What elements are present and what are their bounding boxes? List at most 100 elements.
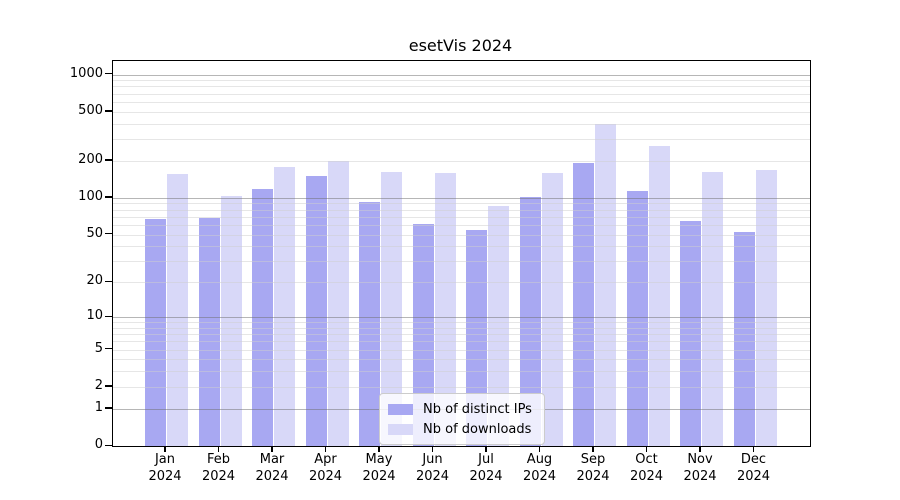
bar-nb-of-distinct-ips-feb <box>198 218 220 446</box>
y-tick-label-1000: 1000 <box>69 65 103 81</box>
gridline-minor-600 <box>113 101 810 103</box>
bar-nb-of-downloads-sep <box>595 123 616 446</box>
gridline-minor-40 <box>113 246 810 248</box>
x-tick-label-jun: Jun 2024 <box>415 452 450 484</box>
y-tick-mark-500 <box>105 110 112 112</box>
gridline-major-100 <box>113 197 810 199</box>
legend-label-downloads: Nb of downloads <box>423 421 532 437</box>
bar-nb-of-distinct-ips-apr <box>305 176 327 446</box>
gridline-minor-9 <box>113 322 810 324</box>
gridline-minor-5 <box>113 349 810 351</box>
gridline-minor-500 <box>113 111 810 113</box>
bar-nb-of-downloads-mar <box>274 167 295 446</box>
y-tick-label-2: 2 <box>94 377 103 393</box>
y-tick-mark-20 <box>105 280 112 283</box>
y-tick-mark-5 <box>105 348 112 350</box>
x-tick-mark-jun <box>431 446 434 452</box>
x-tick-label-nov: Nov 2024 <box>683 452 717 484</box>
bar-nb-of-distinct-ips-jan <box>145 219 166 446</box>
gridline-major-10 <box>113 317 810 319</box>
x-tick-label-apr: Apr 2024 <box>308 452 343 484</box>
bar-nb-of-downloads-aug <box>541 172 563 446</box>
legend-entry-downloads: Nb of downloads <box>388 419 536 439</box>
gridline-minor-8 <box>113 327 810 329</box>
bar-nb-of-distinct-ips-oct <box>626 190 648 446</box>
x-tick-mark-jan <box>164 446 166 452</box>
y-tick-mark-1 <box>105 407 112 409</box>
y-tick-mark-200 <box>105 159 112 161</box>
x-tick-mark-mar <box>271 446 273 452</box>
gridline-minor-90 <box>113 203 810 205</box>
gridline-minor-200 <box>113 160 810 162</box>
bar-nb-of-downloads-oct <box>648 146 670 446</box>
bar-nb-of-distinct-ips-sep <box>573 163 594 446</box>
bar-nb-of-distinct-ips-nov <box>680 220 701 446</box>
y-tick-label-50: 50 <box>86 225 103 241</box>
y-tick-mark-1000 <box>105 73 112 75</box>
gridline-minor-800 <box>113 86 810 88</box>
y-tick-label-5: 5 <box>94 340 103 356</box>
bar-nb-of-downloads-nov <box>702 172 723 446</box>
x-tick-mark-oct <box>645 446 648 452</box>
legend: Nb of distinct IPs Nb of downloads <box>379 393 545 445</box>
x-tick-mark-sep <box>592 446 594 452</box>
y-tick-label-500: 500 <box>78 102 103 118</box>
bar-nb-of-downloads-jul <box>488 205 509 446</box>
x-tick-label-sep: Sep 2024 <box>576 452 610 484</box>
gridline-minor-900 <box>113 80 810 82</box>
y-tick-label-20: 20 <box>86 273 103 289</box>
bar-nb-of-distinct-ips-may <box>359 202 380 446</box>
gridline-minor-3 <box>113 371 810 373</box>
gridline-minor-60 <box>113 224 810 226</box>
gridline-minor-300 <box>113 139 810 141</box>
legend-label-distinct-ips: Nb of distinct IPs <box>423 401 532 417</box>
x-tick-label-mar: Mar 2024 <box>255 452 289 484</box>
gridline-minor-400 <box>113 123 810 125</box>
x-tick-label-dec: Dec 2024 <box>736 452 771 484</box>
x-tick-mark-apr <box>324 446 327 452</box>
legend-entry-distinct-ips: Nb of distinct IPs <box>388 399 536 419</box>
legend-swatch-distinct-ips <box>388 403 413 415</box>
bar-nb-of-downloads-feb <box>220 196 242 446</box>
x-tick-mark-feb <box>217 446 220 452</box>
gridline-minor-700 <box>113 93 810 95</box>
y-tick-label-200: 200 <box>78 151 103 167</box>
y-tick-label-100: 100 <box>78 188 103 204</box>
bar-nb-of-downloads-jun <box>434 172 456 446</box>
gridline-minor-7 <box>113 334 810 336</box>
x-tick-mark-may <box>378 446 380 452</box>
x-tick-label-oct: Oct 2024 <box>629 452 664 484</box>
gridline-minor-80 <box>113 209 810 211</box>
gridline-minor-70 <box>113 216 810 218</box>
y-tick-mark-10 <box>105 315 112 317</box>
x-tick-label-aug: Aug 2024 <box>522 452 557 484</box>
x-tick-mark-nov <box>699 446 701 452</box>
bar-nb-of-downloads-apr <box>327 160 349 446</box>
x-tick-label-jul: Jul 2024 <box>469 452 503 484</box>
y-tick-label-1: 1 <box>94 399 103 415</box>
y-tick-label-10: 10 <box>86 308 103 324</box>
x-tick-label-jan: Jan 2024 <box>148 452 182 484</box>
bar-nb-of-downloads-dec <box>755 170 777 446</box>
gridline-minor-20 <box>113 282 810 284</box>
chart-title: esetVis 2024 <box>408 36 513 55</box>
y-tick-label-0: 0 <box>94 437 103 452</box>
gridline-minor-4 <box>113 359 810 361</box>
y-tick-mark-0 <box>105 444 112 446</box>
y-tick-mark-50 <box>105 233 112 235</box>
gridline-minor-2 <box>113 386 810 388</box>
gridline-minor-50 <box>113 234 810 236</box>
x-tick-mark-aug <box>538 446 541 452</box>
legend-swatch-downloads <box>388 423 413 435</box>
plot-area: Nb of distinct IPs Nb of downloads <box>112 60 811 447</box>
bar-nb-of-distinct-ips-jul <box>466 229 487 446</box>
x-tick-label-may: May 2024 <box>362 452 396 484</box>
x-tick-mark-jul <box>485 446 487 452</box>
y-tick-mark-100 <box>105 196 112 198</box>
gridline-minor-6 <box>113 341 810 343</box>
gridline-major-1000 <box>113 74 810 76</box>
bar-nb-of-distinct-ips-dec <box>733 231 755 446</box>
bar-nb-of-downloads-may <box>381 172 402 446</box>
bar-nb-of-downloads-jan <box>167 173 188 446</box>
